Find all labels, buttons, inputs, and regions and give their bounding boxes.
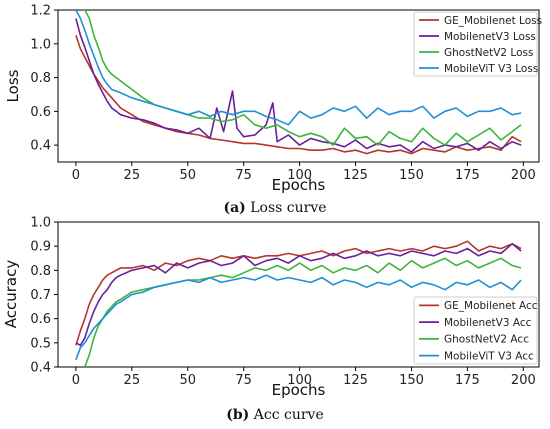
acc-x-axis-label: Epochs bbox=[272, 381, 326, 399]
loss-x-tick-label: 75 bbox=[235, 168, 252, 183]
acc-y-tick-label: 0.4 bbox=[30, 361, 51, 376]
loss-legend-label-2: GhostNetV2 Loss bbox=[444, 47, 533, 59]
acc-legend-box bbox=[413, 296, 538, 365]
loss-x-axis-label: Epochs bbox=[272, 176, 326, 194]
acc-caption-letter: (b) bbox=[226, 407, 249, 423]
loss-series-lines bbox=[75, 10, 522, 155]
acc-legend-label-1: MobilenetV3 Acc bbox=[444, 317, 532, 329]
acc-x-tick-label: 50 bbox=[179, 373, 196, 388]
loss-y-tick-label: 0.4 bbox=[30, 139, 51, 154]
acc-series-line-1 bbox=[75, 243, 522, 347]
loss-chart: 0 25 50 75 100 125 150 175 200 0.4 0.6 0.8 1.0 1.2 E… bbox=[4, 4, 542, 217]
acc-y-tick-label: 0.5 bbox=[30, 336, 51, 351]
loss-legend-label-3: MobileViT V3 Loss bbox=[444, 63, 538, 75]
loss-x-tick-label: 125 bbox=[343, 168, 368, 183]
acc-series-line-2 bbox=[84, 257, 522, 367]
loss-y-ticks: 0.4 0.6 0.8 1.0 1.2 bbox=[30, 4, 58, 154]
loss-y-tick-label: 1.2 bbox=[30, 4, 51, 19]
acc-y-tick-label: 0.7 bbox=[30, 288, 51, 303]
acc-x-tick-label: 200 bbox=[511, 373, 536, 388]
acc-x-tick-label: 0 bbox=[72, 373, 80, 388]
loss-series-line-1 bbox=[75, 18, 522, 153]
acc-series-lines bbox=[75, 240, 522, 367]
acc-x-tick-label: 150 bbox=[399, 373, 424, 388]
acc-x-tick-label: 25 bbox=[124, 373, 141, 388]
acc-y-tick-label: 0.6 bbox=[30, 312, 51, 327]
loss-y-axis-label: Loss bbox=[4, 69, 22, 102]
acc-caption: (b) Acc curve bbox=[226, 407, 323, 423]
acc-y-tick-label: 0.9 bbox=[30, 240, 51, 255]
loss-series-line-2 bbox=[83, 10, 522, 146]
acc-y-tick-label: 0.8 bbox=[30, 264, 51, 279]
acc-series-line-3 bbox=[75, 274, 522, 361]
loss-legend-box bbox=[413, 11, 538, 77]
acc-x-tick-label: 75 bbox=[235, 373, 252, 388]
loss-y-tick-label: 0.8 bbox=[30, 71, 51, 86]
acc-legend-label-3: MobileViT V3 Acc bbox=[444, 350, 534, 362]
loss-plot-frame bbox=[57, 9, 540, 163]
loss-series-line-0 bbox=[75, 35, 522, 155]
loss-legend-label-0: GE_Mobilenet Loss bbox=[444, 15, 542, 27]
acc-x-ticks: 0 25 50 75 100 125 150 175 200 bbox=[72, 367, 536, 388]
loss-caption: (a) Loss curve bbox=[223, 200, 326, 216]
acc-y-ticks: 0.4 0.5 0.6 0.7 0.8 0.9 1.0 bbox=[30, 216, 58, 376]
loss-y-tick-label: 1.0 bbox=[30, 37, 51, 52]
loss-caption-text: Loss curve bbox=[246, 200, 327, 216]
loss-x-tick-label: 175 bbox=[455, 168, 480, 183]
loss-y-tick-label: 0.6 bbox=[30, 105, 51, 120]
loss-legend: GE_Mobilenet Loss MobilenetV3 Loss GhostNe… bbox=[413, 11, 542, 77]
loss-legend-label-1: MobilenetV3 Loss bbox=[444, 31, 536, 43]
loss-x-ticks: 0 25 50 75 100 125 150 175 200 bbox=[72, 162, 536, 183]
loss-x-tick-label: 150 bbox=[399, 168, 424, 183]
loss-x-tick-label: 200 bbox=[511, 168, 536, 183]
acc-x-tick-label: 125 bbox=[343, 373, 368, 388]
acc-legend-label-2: GhostNetV2 Acc bbox=[444, 334, 529, 346]
acc-caption-text: Acc curve bbox=[249, 407, 323, 423]
acc-x-tick-label: 100 bbox=[287, 373, 312, 388]
loss-x-tick-label: 100 bbox=[287, 168, 312, 183]
acc-y-axis-label: Accuracy bbox=[2, 260, 20, 329]
acc-legend: GE_Mobilenet Acc MobilenetV3 Acc GhostNetV… bbox=[413, 296, 538, 365]
acc-y-tick-label: 1.0 bbox=[30, 216, 51, 231]
accuracy-chart: 0 25 50 75 100 125 150 175 200 0.40.50.60.70.80.… bbox=[2, 216, 540, 423]
loss-x-tick-label: 0 bbox=[72, 168, 80, 183]
acc-series-line-0 bbox=[75, 240, 522, 346]
loss-series-line-3 bbox=[75, 10, 522, 126]
loss-x-tick-label: 25 bbox=[124, 168, 141, 183]
loss-caption-letter: (a) bbox=[223, 200, 245, 216]
acc-x-tick-label: 175 bbox=[455, 373, 480, 388]
loss-x-tick-label: 50 bbox=[179, 168, 196, 183]
acc-legend-label-0: GE_Mobilenet Acc bbox=[444, 300, 538, 312]
